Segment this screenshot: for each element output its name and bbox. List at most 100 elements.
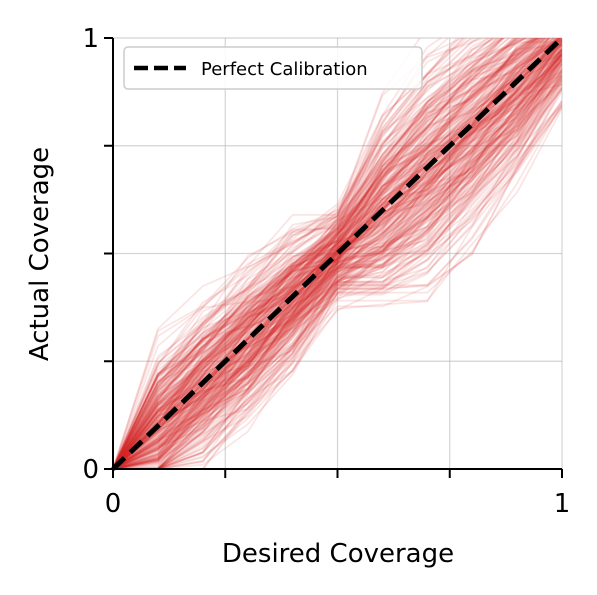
calibration-curve [113, 69, 562, 469]
calibration-curve [113, 38, 539, 469]
calibration-curve [113, 38, 528, 469]
calibration-curve [113, 38, 559, 469]
calibration-curve [113, 38, 490, 469]
calibration-curve [113, 40, 562, 469]
y-axis-label: Actual Coverage [25, 147, 55, 361]
calibration-curve [113, 38, 546, 469]
calibration-curve [113, 38, 562, 469]
calibration-curve [113, 60, 562, 469]
calibration-curve [113, 67, 562, 469]
calibration-curve [113, 38, 547, 469]
calibration-curve [113, 53, 562, 469]
calibration-curve [113, 51, 562, 469]
calibration-curve [113, 104, 562, 469]
calibration-curve [113, 50, 562, 469]
calibration-curve [113, 53, 562, 469]
calibration-curve [113, 38, 555, 469]
calibration-curve [113, 41, 562, 469]
calibration-curve [113, 38, 521, 469]
calibration-curve [113, 104, 562, 469]
calibration-curve [113, 87, 562, 469]
calibration-curve [113, 50, 562, 469]
calibration-curve [113, 38, 521, 469]
calibration-curve [113, 58, 562, 469]
calibration-curve [113, 42, 562, 469]
calibration-curve [113, 103, 562, 469]
calibration-curve [113, 53, 562, 469]
calibration-curve [113, 38, 515, 469]
calibration-curve [113, 38, 540, 469]
calibration-curve [113, 38, 506, 469]
calibration-curve [113, 55, 562, 469]
calibration-curve [113, 38, 555, 469]
calibration-curve [113, 44, 562, 469]
calibration-curve [113, 99, 562, 469]
calibration-curve [113, 64, 562, 469]
calibration-curve [113, 38, 542, 469]
calibration-curve [113, 57, 562, 469]
calibration-curve [113, 61, 562, 469]
calibration-curve [113, 38, 534, 469]
calibration-curve [113, 38, 554, 469]
calibration-curve [113, 71, 562, 469]
calibration-curve [113, 38, 549, 469]
calibration-curve [113, 38, 468, 469]
calibration-curve [113, 79, 562, 469]
calibration-curve [113, 38, 555, 469]
calibration-curve [113, 38, 535, 469]
calibration-curve [113, 88, 562, 469]
calibration-curve [113, 38, 505, 469]
calibration-curve [113, 38, 535, 469]
calibration-curve [113, 55, 562, 469]
calibration-curve [113, 70, 562, 469]
calibration-curve [113, 38, 500, 469]
calibration-curve [113, 38, 562, 469]
calibration-curve [113, 38, 518, 469]
calibration-curve [113, 38, 536, 469]
calibration-curve [113, 69, 562, 469]
calibration-curve [113, 38, 545, 469]
calibration-curve [113, 38, 535, 469]
calibration-curve [113, 67, 562, 469]
calibration-curve [113, 65, 562, 469]
calibration-curve [113, 41, 562, 469]
calibration-curve [113, 38, 562, 469]
calibration-curve [113, 38, 511, 469]
calibration-curve [113, 38, 532, 469]
calibration-curve [113, 87, 562, 469]
calibration-curve [113, 38, 504, 469]
calibration-curve [113, 38, 517, 469]
calibration-curve [113, 80, 562, 469]
calibration-curve [113, 38, 530, 469]
calibration-curve [113, 38, 545, 469]
calibration-curve [113, 38, 476, 469]
calibration-curve [113, 38, 562, 469]
calibration-curve [113, 38, 541, 469]
calibration-curve [113, 42, 562, 469]
calibration-curve [113, 77, 562, 469]
legend-box [123, 46, 423, 90]
calibration-curve [113, 39, 562, 469]
axis-ticks: 0 1 0 1 [82, 24, 570, 519]
calibration-curve [113, 49, 562, 469]
legend-label-perfect-calibration: Perfect Calibration [201, 59, 368, 80]
calibration-curve [113, 38, 494, 469]
calibration-curve [113, 50, 562, 469]
calibration-curve [113, 43, 562, 469]
calibration-curve [113, 38, 562, 469]
calibration-curve [113, 54, 562, 469]
perfect-calibration-line [111, 36, 564, 471]
calibration-curve [113, 67, 562, 469]
calibration-curve [113, 57, 562, 469]
calibration-curve [113, 38, 494, 469]
calibration-curve [113, 62, 562, 469]
calibration-curve [113, 38, 495, 469]
calibration-curve [113, 38, 518, 469]
calibration-curve [113, 38, 542, 469]
calibration-curve [113, 38, 543, 469]
calibration-curve [113, 38, 528, 469]
calibration-curve [113, 44, 562, 469]
x-tick-label-0: 0 [105, 489, 122, 519]
calibration-curve [113, 38, 517, 469]
